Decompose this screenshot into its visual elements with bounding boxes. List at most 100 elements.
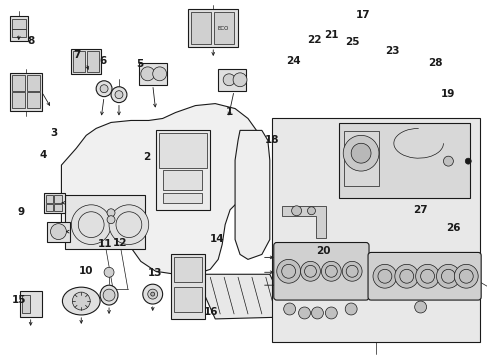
Text: 16: 16 [204,307,218,317]
Bar [344,131,378,186]
Text: 8: 8 [27,36,35,46]
Circle shape [276,260,300,283]
Text: 17: 17 [355,10,370,20]
Circle shape [72,292,90,310]
Text: 4: 4 [40,150,47,160]
Text: 19: 19 [440,89,454,99]
Bar [163,193,202,203]
Bar [27,75,40,91]
Circle shape [100,85,108,93]
FancyBboxPatch shape [367,252,480,300]
Polygon shape [281,206,325,238]
Circle shape [103,289,115,301]
Bar [54,204,62,211]
Circle shape [115,91,122,99]
Text: 10: 10 [79,266,93,276]
Text: 23: 23 [385,46,399,56]
Bar [46,222,70,242]
Polygon shape [235,130,269,260]
Circle shape [109,205,148,244]
Text: 3: 3 [50,128,57,138]
Circle shape [150,292,154,296]
Text: 26: 26 [445,223,460,233]
Bar [10,16,28,41]
Text: 1: 1 [225,107,232,117]
Circle shape [291,206,301,216]
Bar [139,63,166,85]
Circle shape [142,284,163,304]
Circle shape [50,224,66,239]
Circle shape [343,135,378,171]
Circle shape [436,264,459,288]
Bar [87,51,99,72]
Circle shape [325,307,337,319]
Text: 25: 25 [345,37,359,47]
Circle shape [350,143,370,163]
Bar [214,12,234,44]
Bar [158,133,207,168]
Text: 9: 9 [18,207,25,217]
Bar [188,9,238,47]
Circle shape [283,303,295,315]
Circle shape [111,87,127,103]
FancyBboxPatch shape [156,131,209,170]
Ellipse shape [100,285,118,305]
Bar [45,195,53,203]
Circle shape [307,207,315,215]
Ellipse shape [62,287,100,315]
Circle shape [300,261,320,281]
Text: 27: 27 [412,204,427,215]
Bar [170,255,205,319]
Text: 2: 2 [142,152,150,162]
Bar [54,195,62,203]
Circle shape [464,158,470,164]
FancyBboxPatch shape [273,243,368,300]
Circle shape [311,307,323,319]
Bar [173,287,202,312]
Text: 11: 11 [97,239,112,249]
Bar [271,118,479,342]
Circle shape [453,264,477,288]
Bar [155,130,210,210]
Circle shape [152,67,166,81]
Circle shape [147,289,157,299]
Bar [191,12,211,44]
Bar [173,257,202,282]
Bar [71,49,101,74]
Circle shape [394,264,418,288]
Bar [27,92,40,108]
Bar [339,123,469,198]
Bar [10,73,41,111]
Text: 24: 24 [285,57,300,66]
Bar [20,291,41,317]
Circle shape [107,209,115,217]
Circle shape [321,261,341,281]
Bar [163,170,202,190]
Circle shape [233,73,246,87]
Text: 5: 5 [136,59,143,69]
Bar [65,195,144,249]
Circle shape [71,205,111,244]
Circle shape [415,264,439,288]
Text: 13: 13 [147,268,162,278]
Circle shape [342,261,361,281]
Bar [218,69,245,91]
Text: 18: 18 [264,135,278,145]
Text: 12: 12 [112,238,127,248]
Text: 14: 14 [209,234,224,244]
Bar [12,29,26,37]
Circle shape [96,81,112,96]
Circle shape [141,67,154,81]
Text: 22: 22 [307,35,322,45]
Bar [12,19,26,29]
Bar [43,193,65,213]
Text: 7: 7 [73,50,81,60]
Bar [21,295,30,313]
Circle shape [223,74,235,86]
Text: 21: 21 [324,30,338,40]
Text: 28: 28 [427,58,442,68]
Bar [12,92,25,108]
Bar [45,204,53,211]
Circle shape [414,301,426,313]
Bar [73,51,85,72]
